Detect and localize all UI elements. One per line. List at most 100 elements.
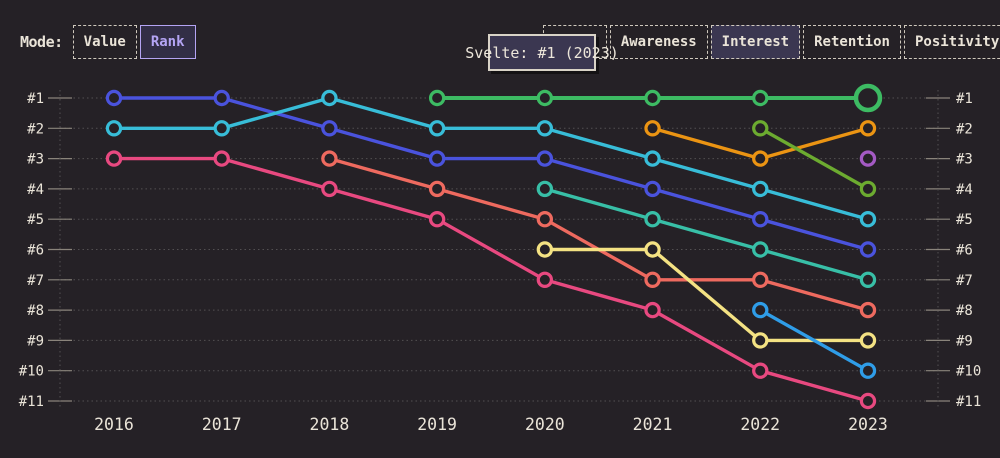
y-tick-label-left: #5 — [27, 212, 44, 228]
series-line-light-blue — [758, 308, 870, 373]
data-point-blue[interactable] — [213, 89, 230, 107]
data-point-orange[interactable] — [752, 150, 769, 167]
data-point-Svelte[interactable] — [752, 89, 769, 107]
mode-toggle-group: Mode: Value Rank — [20, 25, 196, 59]
y-tick-label-right: #8 — [956, 303, 973, 319]
y-tick-label-left: #8 — [27, 303, 44, 319]
data-point-red[interactable] — [644, 271, 661, 288]
y-tick-label-left: #6 — [27, 243, 44, 259]
data-point-cyan[interactable] — [644, 150, 661, 167]
view-option-positivity[interactable]: Positivity — [903, 25, 1000, 59]
x-tick-label: 2018 — [310, 415, 350, 434]
tooltip-text: Svelte: #1 (2023) — [465, 43, 619, 62]
y-tick-label-right: #9 — [956, 333, 973, 349]
data-point-red[interactable] — [428, 180, 446, 198]
y-tick-label-right: #2 — [956, 121, 973, 137]
data-point-red[interactable] — [321, 150, 338, 167]
data-point-blue[interactable] — [105, 89, 123, 107]
series-line-olive-green — [758, 126, 870, 191]
x-tick-label: 2019 — [417, 415, 457, 434]
y-tick-label-right: #3 — [956, 152, 973, 168]
data-point-Svelte[interactable] — [536, 89, 554, 107]
y-tick-label-right: #7 — [956, 273, 973, 289]
data-point-teal[interactable] — [536, 180, 554, 198]
y-tick-label-right: #11 — [956, 394, 981, 410]
data-point-cyan[interactable] — [752, 180, 769, 198]
y-tick-label-right: #4 — [956, 182, 973, 198]
series-line-red — [327, 156, 870, 312]
mode-option-value[interactable]: Value — [72, 25, 137, 59]
data-point-light-blue[interactable] — [859, 362, 877, 379]
x-tick-label: 2023 — [848, 415, 888, 434]
data-point-magenta[interactable] — [859, 392, 877, 410]
view-toggle-group: View: UsageAwarenessInterestRetentionPos… — [490, 25, 1000, 59]
view-option-retention[interactable]: Retention — [803, 25, 901, 59]
data-point-cyan[interactable] — [859, 210, 877, 228]
data-point-cyan[interactable] — [105, 120, 123, 137]
data-point-purple[interactable] — [859, 150, 877, 167]
y-tick-label-right: #1 — [956, 91, 973, 107]
data-point-teal[interactable] — [644, 210, 661, 228]
y-tick-label-right: #6 — [956, 243, 973, 259]
data-point-olive-green[interactable] — [859, 180, 877, 198]
data-point-teal[interactable] — [859, 271, 877, 288]
data-point-Svelte[interactable] — [428, 89, 446, 107]
data-point-blue[interactable] — [859, 241, 877, 258]
data-point-magenta[interactable] — [213, 150, 230, 167]
data-point-Svelte[interactable] — [644, 89, 661, 107]
data-point-teal[interactable] — [752, 241, 769, 258]
y-tick-label-left: #7 — [27, 273, 44, 289]
data-point-blue[interactable] — [428, 150, 446, 167]
mode-label: Mode: — [20, 33, 63, 51]
data-point-cyan[interactable] — [428, 120, 446, 137]
chart-canvas: #1 #1 #2 #2 #3 #3 #4 #4 #5 #5 #6 #6 #7 #7 #8 #8 #9 #9 #10 #… — [19, 83, 981, 434]
y-tick-label-left: #11 — [19, 394, 44, 410]
data-point-magenta[interactable] — [428, 210, 446, 228]
data-point-magenta[interactable] — [321, 180, 338, 198]
data-point-yellow[interactable] — [859, 332, 877, 349]
mode-button-row: Value Rank — [72, 25, 196, 59]
y-tick-label-left: #4 — [27, 182, 44, 198]
data-point-yellow[interactable] — [536, 241, 554, 258]
data-point-light-blue[interactable] — [752, 301, 769, 319]
series-line-blue — [112, 96, 870, 252]
y-tick-label-left: #10 — [19, 364, 44, 380]
y-tick-label-left: #9 — [27, 333, 44, 349]
data-point-magenta[interactable] — [536, 271, 554, 288]
data-point-orange[interactable] — [644, 120, 661, 137]
data-point-blue[interactable] — [536, 150, 554, 167]
data-point-blue[interactable] — [752, 210, 769, 228]
data-point-red[interactable] — [752, 271, 769, 288]
data-point-cyan[interactable] — [321, 89, 338, 107]
data-point-magenta[interactable] — [752, 362, 769, 379]
x-tick-label: 2017 — [202, 415, 242, 434]
y-tick-label-left: #2 — [27, 121, 44, 137]
data-point-orange[interactable] — [859, 120, 877, 137]
view-button-row: UsageAwarenessInterestRetentionPositivit… — [542, 25, 1000, 59]
series-line-magenta — [112, 156, 870, 403]
data-point-olive-green[interactable] — [752, 120, 769, 137]
data-point-yellow[interactable] — [752, 332, 769, 349]
x-tick-label: 2022 — [740, 415, 780, 434]
data-point-magenta[interactable] — [644, 301, 661, 319]
y-tick-label-left: #3 — [27, 152, 44, 168]
data-point-blue[interactable] — [321, 120, 338, 137]
rank-bump-chart: #1 #1 #2 #2 #3 #3 #4 #4 #5 #5 #6 #6 #7 #7 #8 #8 #9 #9 #10 #… — [0, 80, 1000, 458]
y-tick-label-right: #5 — [956, 212, 973, 228]
view-option-interest[interactable]: Interest — [710, 25, 801, 59]
highlighted-data-point-Svelte[interactable] — [853, 83, 883, 113]
data-point-yellow[interactable] — [644, 241, 661, 258]
data-point-cyan[interactable] — [213, 120, 230, 137]
series-line-cyan — [112, 96, 870, 221]
data-point-cyan[interactable] — [536, 120, 554, 137]
y-tick-label-left: #1 — [27, 91, 44, 107]
view-option-awareness[interactable]: Awareness — [609, 25, 708, 59]
data-point-magenta[interactable] — [105, 150, 123, 167]
hover-tooltip: Svelte: #1 (2023) — [465, 34, 619, 71]
mode-option-rank[interactable]: Rank — [139, 25, 196, 59]
data-point-blue[interactable] — [644, 180, 661, 198]
series-line-teal — [543, 187, 870, 282]
data-point-red[interactable] — [536, 210, 554, 228]
data-point-red[interactable] — [859, 301, 877, 319]
